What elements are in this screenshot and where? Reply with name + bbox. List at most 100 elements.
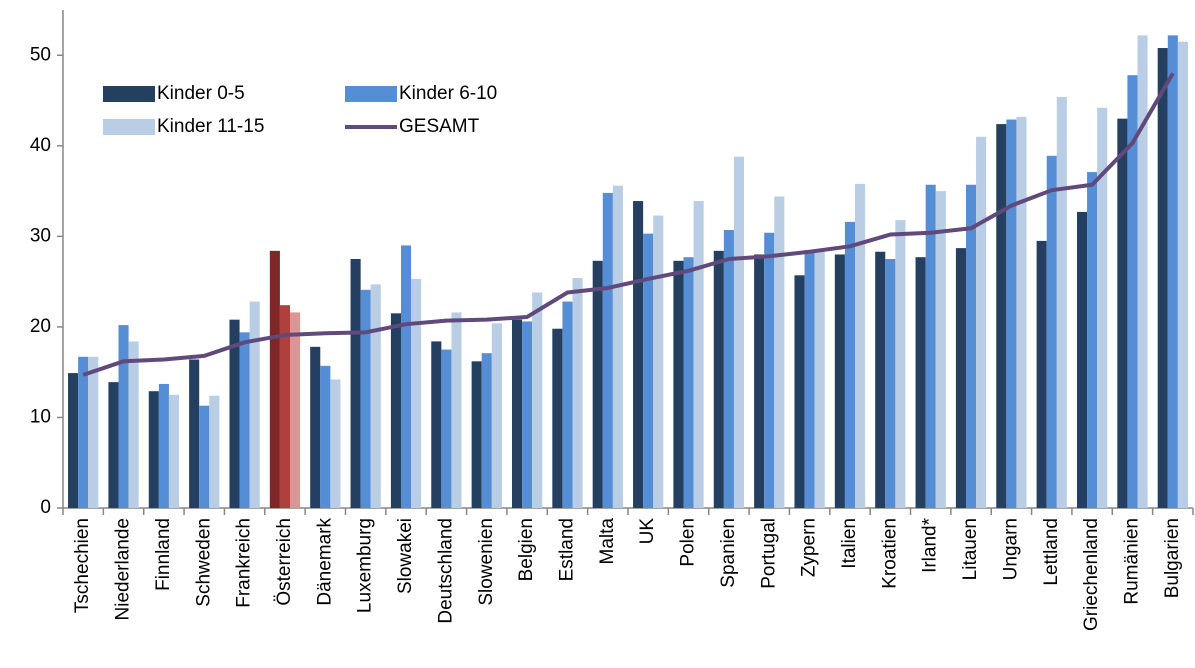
bar [350, 259, 361, 508]
bar [148, 391, 159, 508]
bar [1117, 118, 1128, 509]
x-tick-label: Zypern [799, 518, 820, 577]
x-tick-label: Irland* [920, 517, 941, 573]
bar [713, 250, 724, 509]
bar [643, 233, 654, 508]
bar [330, 379, 341, 508]
x-tick-label: Griechenland [1081, 518, 1102, 631]
bar [1006, 119, 1017, 508]
bar [723, 230, 734, 508]
bar [592, 260, 603, 508]
bar [1167, 35, 1178, 509]
x-tick-label: Malta [597, 518, 618, 565]
x-tick-label: Litauen [960, 518, 981, 580]
bar [693, 201, 704, 508]
bar [855, 183, 866, 508]
bar [1016, 116, 1027, 509]
bar [1076, 211, 1088, 508]
bar [128, 341, 139, 508]
bar [834, 254, 845, 508]
bar [996, 124, 1007, 508]
bar [310, 346, 321, 508]
x-tick-label: Italien [839, 518, 860, 569]
bar [451, 312, 462, 508]
bar [360, 289, 371, 508]
y-tick-label: 20 [30, 316, 51, 337]
bar [118, 325, 129, 508]
bar [1127, 75, 1138, 509]
bar [552, 328, 563, 508]
bar [269, 250, 280, 509]
x-tick-label: Slowakei [395, 518, 416, 594]
x-tick-label: Rumänien [1121, 518, 1142, 605]
x-tick-label: Dänemark [314, 518, 335, 606]
bar [88, 356, 99, 508]
bar [411, 278, 422, 508]
bar [885, 259, 896, 508]
bar [481, 353, 492, 508]
legend-label: Kinder 6-10 [399, 83, 497, 104]
bar [794, 275, 805, 508]
bar [370, 284, 381, 508]
x-tick-label: Tschechien [72, 518, 93, 613]
bar [774, 196, 785, 509]
bar [915, 257, 926, 508]
x-tick-label: Polen [678, 518, 699, 567]
bar [522, 321, 533, 508]
bar [1097, 107, 1108, 508]
bar [895, 220, 906, 508]
bar [209, 395, 220, 508]
bar [562, 301, 573, 508]
bar [935, 191, 946, 508]
bar [279, 305, 291, 508]
bar [653, 215, 664, 508]
bar [844, 221, 856, 509]
bar [965, 184, 977, 508]
bar [1036, 240, 1047, 508]
bar [158, 383, 169, 508]
bar [491, 323, 502, 508]
x-tick-label: Estland [556, 518, 577, 581]
x-tick-label: Frankreich [234, 518, 255, 608]
bar [229, 319, 240, 508]
bar [1157, 48, 1168, 509]
x-tick-label: Lettland [1041, 518, 1062, 586]
y-tick-label: 40 [30, 135, 51, 156]
bar [602, 192, 613, 508]
bar [673, 260, 684, 508]
legend-label: GESAMT [399, 116, 480, 137]
bar [1177, 41, 1188, 508]
y-tick-label: 0 [40, 497, 51, 518]
bar [764, 232, 775, 508]
x-tick-label: Slowenien [476, 518, 497, 606]
bar [633, 201, 644, 508]
bar [955, 248, 966, 508]
bar [189, 359, 200, 508]
bar [532, 292, 543, 508]
bar [400, 245, 412, 508]
x-tick-label: Spanien [718, 518, 739, 588]
x-tick-label: Niederlande [113, 518, 134, 620]
bar [199, 405, 210, 508]
x-tick-label: UK [637, 518, 658, 545]
bar [925, 184, 936, 508]
x-tick-label: Finnland [153, 518, 174, 591]
legend-swatch [103, 86, 155, 102]
y-tick-label: 10 [30, 406, 51, 427]
bar [78, 356, 89, 508]
x-tick-label: Portugal [758, 518, 779, 589]
bar [612, 185, 623, 508]
bar [431, 341, 442, 508]
bar [168, 394, 180, 508]
bar [804, 249, 815, 509]
y-tick-label: 30 [30, 225, 51, 246]
legend-label: Kinder 11-15 [157, 116, 264, 137]
line [82, 72, 1175, 377]
bar [108, 382, 119, 508]
bar [511, 319, 523, 508]
bar [1046, 155, 1057, 508]
bar [239, 332, 250, 508]
bar [249, 301, 260, 508]
bar [733, 156, 745, 508]
bar [290, 312, 301, 508]
